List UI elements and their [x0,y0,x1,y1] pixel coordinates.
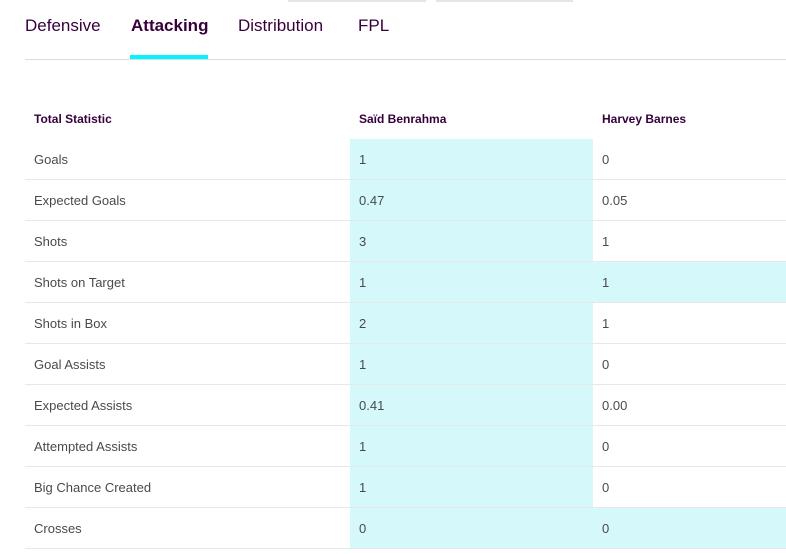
player-1-value: 0.41 [350,384,593,426]
table-row: Big Chance Created 1 0 [25,466,786,508]
table-row: Attempted Assists 1 0 [25,425,786,467]
player-2-value: 0 [593,466,786,508]
stat-label: Goal Assists [25,343,350,385]
top-control-stub-left [288,0,426,2]
player-2-value: 0.05 [593,179,786,221]
player-1-value: 1 [350,466,593,508]
active-tab-indicator [130,55,208,59]
player-2-value: 0 [593,139,786,180]
header-player-1: Saïd Benrahma [359,111,447,126]
stats-tab-bar: Defensive Attacking Distribution FPL [25,0,786,60]
header-player-2: Harvey Barnes [602,111,687,126]
player-1-value: 1 [350,425,593,467]
player-1-value: 1 [350,343,593,385]
player-2-value: 1 [593,261,786,303]
stat-label: Shots in Box [25,302,350,344]
table-row: Shots on Target 1 1 [25,261,786,303]
player-2-value: 0 [593,343,786,385]
tab-distribution[interactable]: Distribution [238,16,324,35]
stat-label: Big Chance Created [25,466,350,508]
player-2-value: 0 [593,507,786,549]
stat-label: Crosses [25,507,350,549]
tab-attacking[interactable]: Attacking [131,16,209,35]
table-row: Goal Assists 1 0 [25,343,786,385]
tab-fpl[interactable]: FPL [358,16,390,35]
tab-defensive[interactable]: Defensive [25,16,101,35]
table-row: Crosses 0 0 [25,507,786,549]
stat-label: Expected Assists [25,384,350,426]
player-1-value: 1 [350,139,593,180]
stat-label: Goals [25,139,350,180]
player-1-value: 0.47 [350,179,593,221]
table-row: Expected Goals 0.47 0.05 [25,179,786,221]
stat-label: Attempted Assists [25,425,350,467]
stat-label: Expected Goals [25,179,350,221]
player-1-value: 3 [350,220,593,262]
player-1-value: 0 [350,507,593,549]
comparison-table: Total Statistic Saïd Benrahma Harvey Bar… [25,98,786,549]
header-total-statistic: Total Statistic [34,111,112,126]
table-row: Expected Assists 0.41 0.00 [25,384,786,426]
table-row: Shots 3 1 [25,220,786,262]
table-header-row: Total Statistic Saïd Benrahma Harvey Bar… [25,98,786,139]
player-2-value: 0.00 [593,384,786,426]
player-1-value: 1 [350,261,593,303]
player-1-value: 2 [350,302,593,344]
table-row: Shots in Box 2 1 [25,302,786,344]
stat-label: Shots on Target [25,261,350,303]
player-2-value: 1 [593,302,786,344]
top-control-stub-right [436,0,573,2]
table-row: Goals 1 0 [25,139,786,180]
player-2-value: 0 [593,425,786,467]
stat-label: Shots [25,220,350,262]
player-2-value: 1 [593,220,786,262]
